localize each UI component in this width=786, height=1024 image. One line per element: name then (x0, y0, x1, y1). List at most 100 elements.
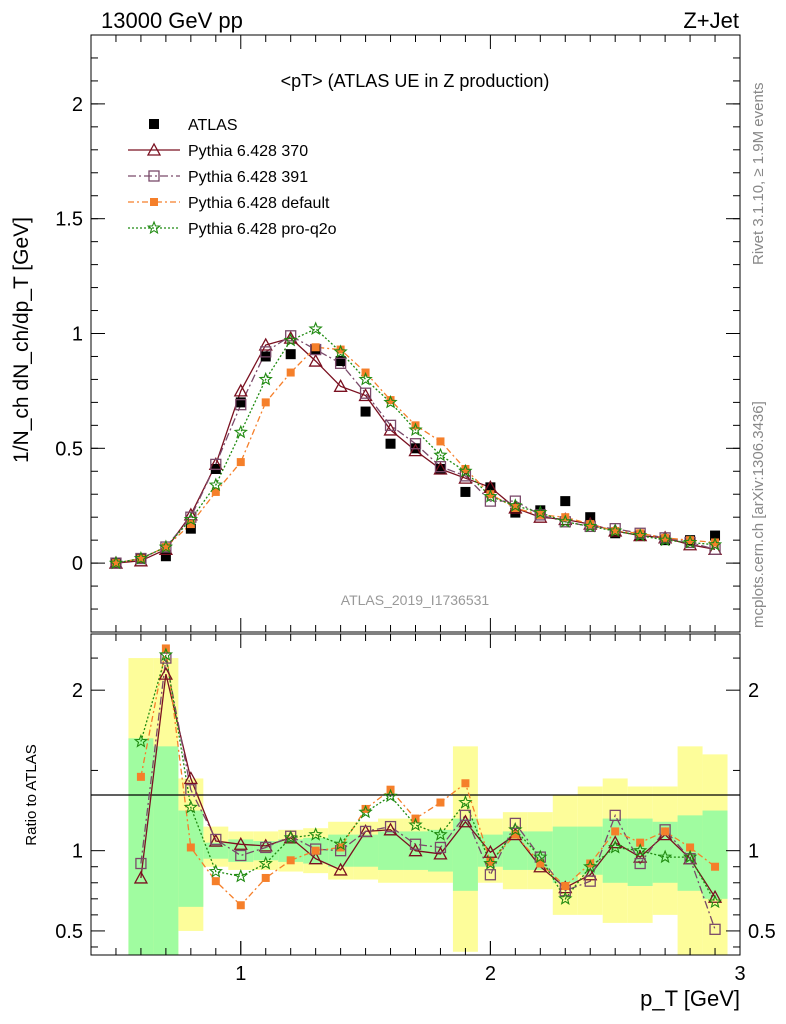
point-pythia-6-428-default (236, 458, 245, 467)
legend-label: Pythia 6.428 default (188, 195, 330, 212)
ratio-line-pythia-6-428-default (140, 648, 716, 907)
ratio-point-pythia-6-428-pro-q2o (682, 849, 698, 864)
point-pythia-6-428-default (311, 343, 320, 352)
legend-item-pythia-6-428-default: Pythia 6.428 default (128, 195, 330, 212)
header-left: 13000 GeV pp (101, 8, 243, 33)
point-pythia-6-428-pro-q2o (258, 371, 273, 386)
ratio-point-pythia-6-428-default (211, 877, 220, 886)
point-pythia-6-428-default (636, 529, 645, 538)
ratio-point-pythia-6-428-391 (684, 853, 696, 865)
point-pythia-6-428-391 (359, 387, 372, 399)
point-pythia-6-428-391 (384, 419, 397, 431)
point-pythia-6-428-370 (458, 470, 473, 484)
legend-marker (148, 170, 160, 182)
point-pythia-6-428-391 (210, 458, 222, 471)
point-pythia-6-428-pro-q2o (183, 512, 199, 526)
point-pythia-6-428-default (386, 396, 395, 405)
point-pythia-6-428-pro-q2o (533, 505, 548, 519)
ratio-point-pythia-6-428-pro-q2o (632, 843, 648, 857)
point-pythia-6-428-default (111, 559, 120, 568)
point-pythia-6-428-pro-q2o (358, 371, 373, 386)
ratio-point-pythia-6-428-pro-q2o (208, 863, 223, 878)
ratio-point-pythia-6-428-391 (459, 809, 472, 822)
legend-marker (149, 119, 159, 129)
point-pythia-6-428-370 (433, 461, 448, 475)
ratio-point-pythia-6-428-391 (210, 833, 222, 846)
legend-item-pythia-6-428-pro-q2o: Pythia 6.428 pro-q2o (128, 220, 337, 238)
ratio-point-pythia-6-428-370 (707, 889, 723, 903)
ratio-point-pythia-6-428-default (511, 830, 520, 839)
point-pythia-6-428-391 (334, 357, 347, 370)
ratio-point-pythia-6-428-370 (158, 666, 173, 680)
point-pythia-6-428-pro-q2o (632, 528, 648, 542)
legend-item-atlas: ATLAS (149, 117, 238, 134)
ratio-point-pythia-6-428-pro-q2o (558, 891, 573, 905)
point-pythia-6-428-pro-q2o (333, 344, 348, 358)
point-pythia-6-428-pro-q2o (683, 535, 698, 549)
ratio-ytick-label-right: 2 (748, 680, 759, 702)
ratio-point-pythia-6-428-370 (583, 867, 598, 881)
point-pythia-6-428-391 (534, 509, 546, 521)
ratio-point-pythia-6-428-pro-q2o (483, 855, 498, 870)
ratio-point-pythia-6-428-pro-q2o (508, 822, 523, 836)
legend-item-pythia-6-428-391: Pythia 6.428 391 (128, 169, 308, 186)
ratio-point-pythia-6-428-pro-q2o (158, 647, 174, 661)
series-line-pythia-6-428-pro-q2o (115, 328, 716, 564)
ratio-point-pythia-6-428-391 (409, 838, 422, 850)
ratio-point-pythia-6-428-pro-q2o (383, 788, 398, 803)
ratio-point-pythia-6-428-pro-q2o (283, 830, 298, 844)
side-text-top: Rivet 3.1.10, ≥ 1.9M events (750, 83, 767, 266)
ratio-point-pythia-6-428-pro-q2o (308, 827, 323, 841)
x-tick-label: 3 (734, 963, 745, 985)
point-pythia-6-428-pro-q2o (458, 463, 473, 478)
point-pythia-6-428-370 (233, 383, 248, 397)
point-pythia-6-428-370 (258, 337, 273, 351)
point-pythia-6-428-default (261, 398, 270, 407)
ratio-point-pythia-6-428-pro-q2o (458, 795, 473, 809)
main-panel: 0 0.5 1 1.5 2 <pT> (ATLAS UE in Z production… (10, 34, 741, 633)
main-ytick-label: 2 (72, 94, 83, 116)
ratio-point-pythia-6-428-pro-q2o (533, 849, 548, 864)
ratio-point-pythia-6-428-370 (433, 846, 448, 860)
ratio-band-inner (452, 818, 478, 891)
ratio-point-pythia-6-428-pro-q2o (333, 836, 348, 851)
ratio-point-pythia-6-428-default (361, 804, 370, 813)
point-pythia-6-428-370 (383, 422, 398, 436)
ratio-point-pythia-6-428-370 (183, 771, 198, 785)
ratio-point-pythia-6-428-370 (458, 814, 473, 828)
main-axis-ticks: 0 0.5 1 1.5 2 (55, 35, 740, 632)
main-ytick-label: 1.5 (55, 209, 83, 231)
point-pythia-6-428-pro-q2o (558, 514, 573, 528)
ratio-point-pythia-6-428-default (461, 779, 470, 788)
point-pythia-6-428-default (136, 554, 145, 563)
ratio-point-pythia-6-428-391 (634, 857, 646, 870)
ratio-point-pythia-6-428-391 (359, 825, 372, 838)
ratio-point-pythia-6-428-pro-q2o (657, 849, 673, 864)
point-atlas (385, 438, 396, 449)
ratio-point-pythia-6-428-pro-q2o (358, 804, 373, 819)
ratio-point-pythia-6-428-pro-q2o (233, 868, 248, 883)
point-pythia-6-428-pro-q2o (383, 394, 398, 409)
ratio-point-pythia-6-428-pro-q2o (707, 894, 723, 909)
ratio-point-pythia-6-428-370 (408, 843, 423, 857)
ratio-point-pythia-6-428-391 (260, 841, 272, 854)
point-pythia-6-428-pro-q2o (657, 532, 673, 547)
ratio-point-pythia-6-428-370 (258, 838, 273, 852)
point-pythia-6-428-pro-q2o (707, 537, 723, 551)
ratio-ytick-label: 2 (72, 680, 83, 702)
point-atlas (485, 482, 496, 493)
ratio-point-pythia-6-428-default (611, 827, 620, 836)
ratio-point-pythia-6-428-391 (484, 869, 497, 881)
ratio-point-pythia-6-428-default (586, 859, 595, 868)
ratio-point-pythia-6-428-pro-q2o (258, 856, 273, 870)
point-atlas (235, 397, 246, 408)
ratio-frame (90, 633, 741, 956)
point-atlas (360, 406, 371, 417)
ratio-band-inner (153, 746, 179, 955)
x-tick-label: 1 (235, 963, 246, 985)
point-atlas (160, 551, 171, 562)
point-atlas (335, 356, 346, 367)
ratio-ytick-label-right: 0.5 (748, 921, 776, 943)
ratio-point-pythia-6-428-391 (185, 784, 197, 796)
point-pythia-6-428-default (486, 490, 495, 499)
